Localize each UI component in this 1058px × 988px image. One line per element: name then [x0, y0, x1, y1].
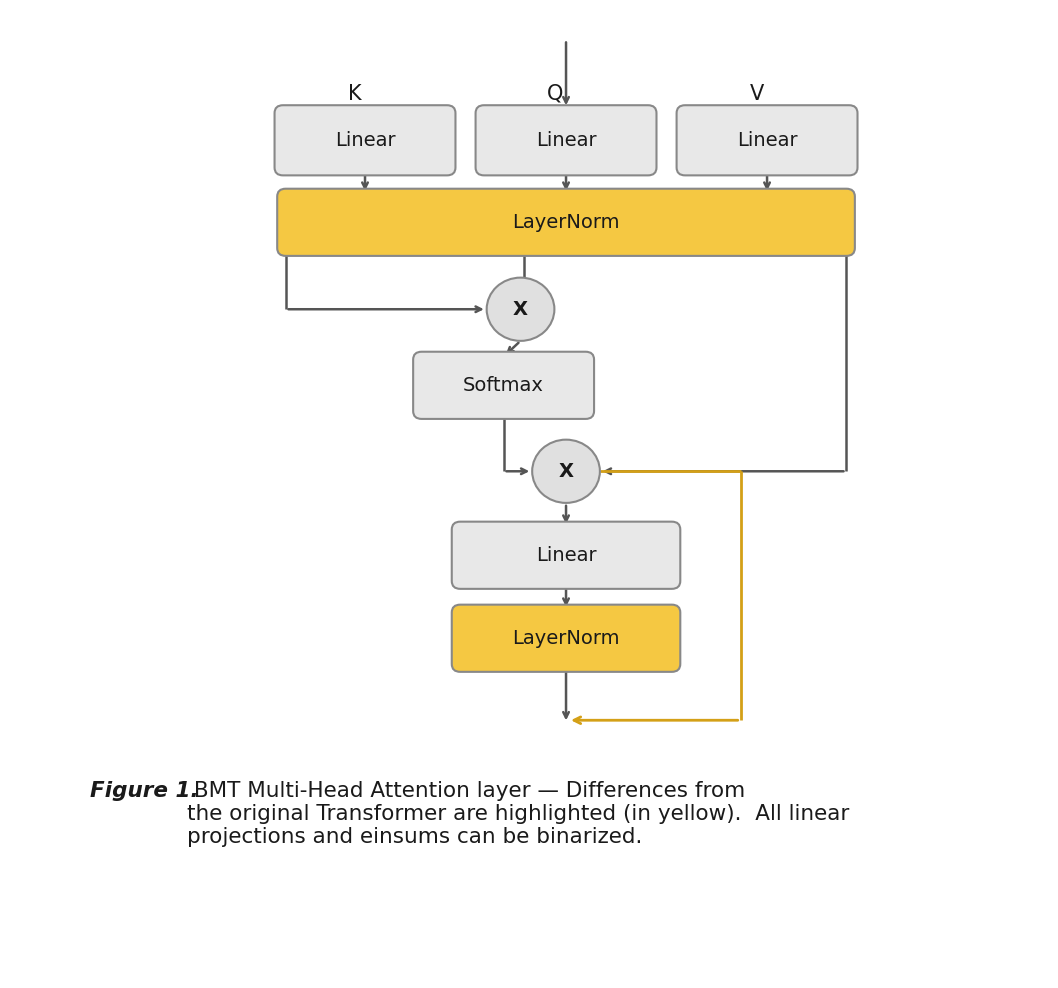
Circle shape — [487, 278, 554, 341]
FancyBboxPatch shape — [452, 522, 680, 589]
FancyBboxPatch shape — [452, 605, 680, 672]
FancyBboxPatch shape — [677, 106, 857, 176]
Text: LayerNorm: LayerNorm — [512, 628, 620, 648]
Text: Linear: Linear — [535, 545, 597, 565]
Text: Figure 1.: Figure 1. — [90, 781, 199, 800]
Text: V: V — [749, 84, 764, 104]
Text: X: X — [559, 461, 573, 481]
Text: K: K — [348, 84, 361, 104]
Text: Linear: Linear — [535, 130, 597, 150]
Text: Softmax: Softmax — [463, 375, 544, 395]
FancyBboxPatch shape — [476, 106, 656, 176]
FancyBboxPatch shape — [277, 189, 855, 256]
Text: LayerNorm: LayerNorm — [512, 212, 620, 232]
Text: Q: Q — [547, 84, 564, 104]
FancyBboxPatch shape — [274, 106, 455, 176]
Text: Linear: Linear — [334, 130, 396, 150]
FancyBboxPatch shape — [413, 352, 594, 419]
Text: BMT Multi-Head Attention layer — Differences from
the original Transformer are h: BMT Multi-Head Attention layer — Differe… — [187, 781, 850, 847]
Text: Linear: Linear — [736, 130, 798, 150]
Text: X: X — [513, 299, 528, 319]
Circle shape — [532, 440, 600, 503]
